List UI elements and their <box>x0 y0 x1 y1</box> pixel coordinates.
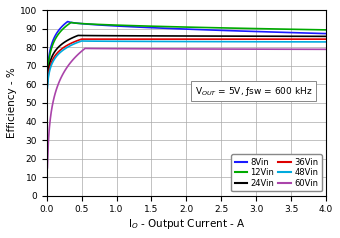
Y-axis label: Efficiency - %: Efficiency - % <box>7 68 17 138</box>
Legend: 8Vin, 12Vin, 24Vin, 36Vin, 48Vin, 60Vin: 8Vin, 12Vin, 24Vin, 36Vin, 48Vin, 60Vin <box>231 154 322 191</box>
Text: V$_{OUT}$ = 5V, ƒsw = 600 kHz: V$_{OUT}$ = 5V, ƒsw = 600 kHz <box>195 85 312 98</box>
X-axis label: I$_O$ - Output Current - A: I$_O$ - Output Current - A <box>128 217 245 231</box>
